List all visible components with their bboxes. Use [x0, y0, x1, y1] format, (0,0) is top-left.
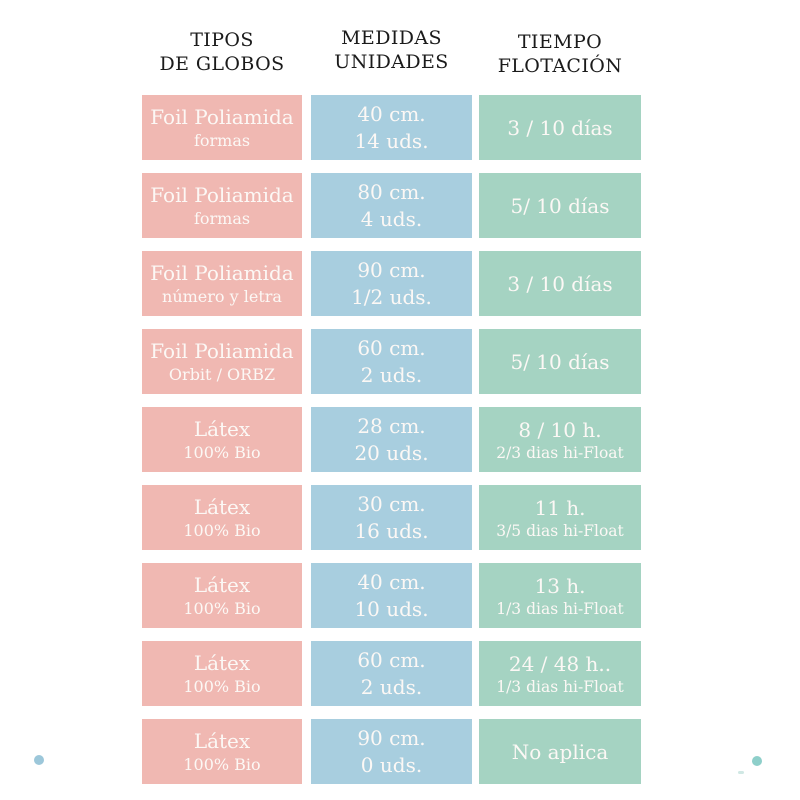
medidas-units: 2 uds. — [360, 674, 423, 699]
medidas-cell: 30 cm. 16 uds. — [311, 485, 472, 550]
decorative-dot-right — [752, 756, 762, 766]
medidas-size: 90 cm. — [357, 257, 426, 282]
decorative-dot-left — [34, 755, 44, 765]
tipo-main: Foil Poliamida — [150, 261, 294, 285]
tiempo-cell: No aplica — [479, 719, 641, 784]
tipo-cell: Látex 100% Bio — [142, 485, 302, 550]
header-line: UNIDADES — [334, 50, 449, 73]
decorative-dash — [738, 771, 744, 774]
tipo-sub: formas — [193, 131, 251, 150]
tiempo-cell: 5/ 10 días — [479, 329, 641, 394]
tipo-main: Látex — [193, 651, 251, 675]
tiempo-cell: 13 h. 1/3 dias hi-Float — [479, 563, 641, 628]
medidas-cell: 90 cm. 1/2 uds. — [311, 251, 472, 316]
tipo-sub: 100% Bio — [183, 443, 261, 462]
tiempo-cell: 3 / 10 días — [479, 251, 641, 316]
medidas-cell: 60 cm. 2 uds. — [311, 329, 472, 394]
tipo-main: Látex — [193, 495, 251, 519]
tipo-sub: 100% Bio — [183, 521, 261, 540]
tiempo-cell: 8 / 10 h. 2/3 dias hi-Float — [479, 407, 641, 472]
header-line: TIEMPO — [517, 31, 603, 53]
tipo-sub: Orbit / ORBZ — [168, 365, 276, 384]
tipo-cell: Látex 100% Bio — [142, 719, 302, 784]
tipo-cell: Foil Poliamida formas — [142, 173, 302, 238]
header-line: DE GLOBOS — [159, 52, 285, 75]
medidas-units: 0 uds. — [360, 752, 423, 777]
tipo-sub: 100% Bio — [183, 755, 261, 774]
header-tipos-de-globos: TIPOS DE GLOBOS — [132, 29, 312, 76]
tipo-sub: 100% Bio — [183, 599, 261, 618]
medidas-units: 4 uds. — [360, 206, 423, 231]
medidas-cell: 90 cm. 0 uds. — [311, 719, 472, 784]
column-tiempo-flotacion: 3 / 10 días 5/ 10 días 3 / 10 días 5/ 10… — [479, 95, 641, 784]
tiempo-main: 3 / 10 días — [507, 115, 613, 140]
tipo-main: Látex — [193, 729, 251, 753]
tiempo-main: 5/ 10 días — [510, 193, 610, 218]
tiempo-cell: 3 / 10 días — [479, 95, 641, 160]
tiempo-sub: 1/3 dias hi-Float — [496, 677, 624, 696]
tiempo-main: 3 / 10 días — [507, 271, 613, 296]
medidas-size: 28 cm. — [357, 413, 426, 438]
medidas-size: 30 cm. — [357, 491, 426, 516]
tipo-cell: Foil Poliamida número y letra — [142, 251, 302, 316]
tipo-cell: Látex 100% Bio — [142, 407, 302, 472]
tiempo-main: 8 / 10 h. — [518, 417, 602, 442]
medidas-units: 2 uds. — [360, 362, 423, 387]
medidas-units: 20 uds. — [354, 440, 429, 465]
header-line: FLOTACIÓN — [497, 54, 623, 77]
medidas-cell: 28 cm. 20 uds. — [311, 407, 472, 472]
tiempo-main: No aplica — [511, 739, 609, 764]
tipo-sub: 100% Bio — [183, 677, 261, 696]
tiempo-main: 24 / 48 h.. — [508, 651, 612, 676]
medidas-size: 80 cm. — [357, 179, 426, 204]
tipo-sub: número y letra — [162, 287, 282, 306]
tipo-cell: Foil Poliamida Orbit / ORBZ — [142, 329, 302, 394]
tiempo-cell: 5/ 10 días — [479, 173, 641, 238]
tiempo-main: 13 h. — [534, 573, 586, 598]
tipo-cell: Látex 100% Bio — [142, 641, 302, 706]
tiempo-main: 5/ 10 días — [510, 349, 610, 374]
tipo-main: Látex — [193, 417, 251, 441]
header-line: MEDIDAS — [341, 27, 442, 49]
tipo-main: Látex — [193, 573, 251, 597]
tiempo-main: 11 h. — [534, 495, 586, 520]
medidas-size: 40 cm. — [357, 101, 426, 126]
column-tipos-de-globos: Foil Poliamida formas Foil Poliamida for… — [142, 95, 302, 784]
tiempo-cell: 11 h. 3/5 dias hi-Float — [479, 485, 641, 550]
medidas-cell: 80 cm. 4 uds. — [311, 173, 472, 238]
tipo-main: Foil Poliamida — [150, 339, 294, 363]
header-tiempo-flotacion: TIEMPO FLOTACIÓN — [469, 31, 651, 78]
tipo-cell: Látex 100% Bio — [142, 563, 302, 628]
tipo-main: Foil Poliamida — [150, 105, 294, 129]
medidas-units: 14 uds. — [354, 128, 429, 153]
tiempo-cell: 24 / 48 h.. 1/3 dias hi-Float — [479, 641, 641, 706]
medidas-cell: 40 cm. 14 uds. — [311, 95, 472, 160]
medidas-size: 40 cm. — [357, 569, 426, 594]
column-medidas-unidades: 40 cm. 14 uds. 80 cm. 4 uds. 90 cm. 1/2 … — [311, 95, 472, 784]
medidas-cell: 60 cm. 2 uds. — [311, 641, 472, 706]
header-line: TIPOS — [190, 29, 254, 51]
tiempo-sub: 3/5 dias hi-Float — [496, 521, 624, 540]
tiempo-sub: 1/3 dias hi-Float — [496, 599, 624, 618]
medidas-size: 60 cm. — [357, 647, 426, 672]
medidas-units: 10 uds. — [354, 596, 429, 621]
medidas-units: 1/2 uds. — [351, 284, 432, 309]
tiempo-sub: 2/3 dias hi-Float — [496, 443, 624, 462]
tipo-sub: formas — [193, 209, 251, 228]
medidas-size: 60 cm. — [357, 335, 426, 360]
tipo-main: Foil Poliamida — [150, 183, 294, 207]
medidas-size: 90 cm. — [357, 725, 426, 750]
medidas-units: 16 uds. — [354, 518, 429, 543]
header-medidas-unidades: MEDIDAS UNIDADES — [301, 27, 482, 74]
tipo-cell: Foil Poliamida formas — [142, 95, 302, 160]
medidas-cell: 40 cm. 10 uds. — [311, 563, 472, 628]
